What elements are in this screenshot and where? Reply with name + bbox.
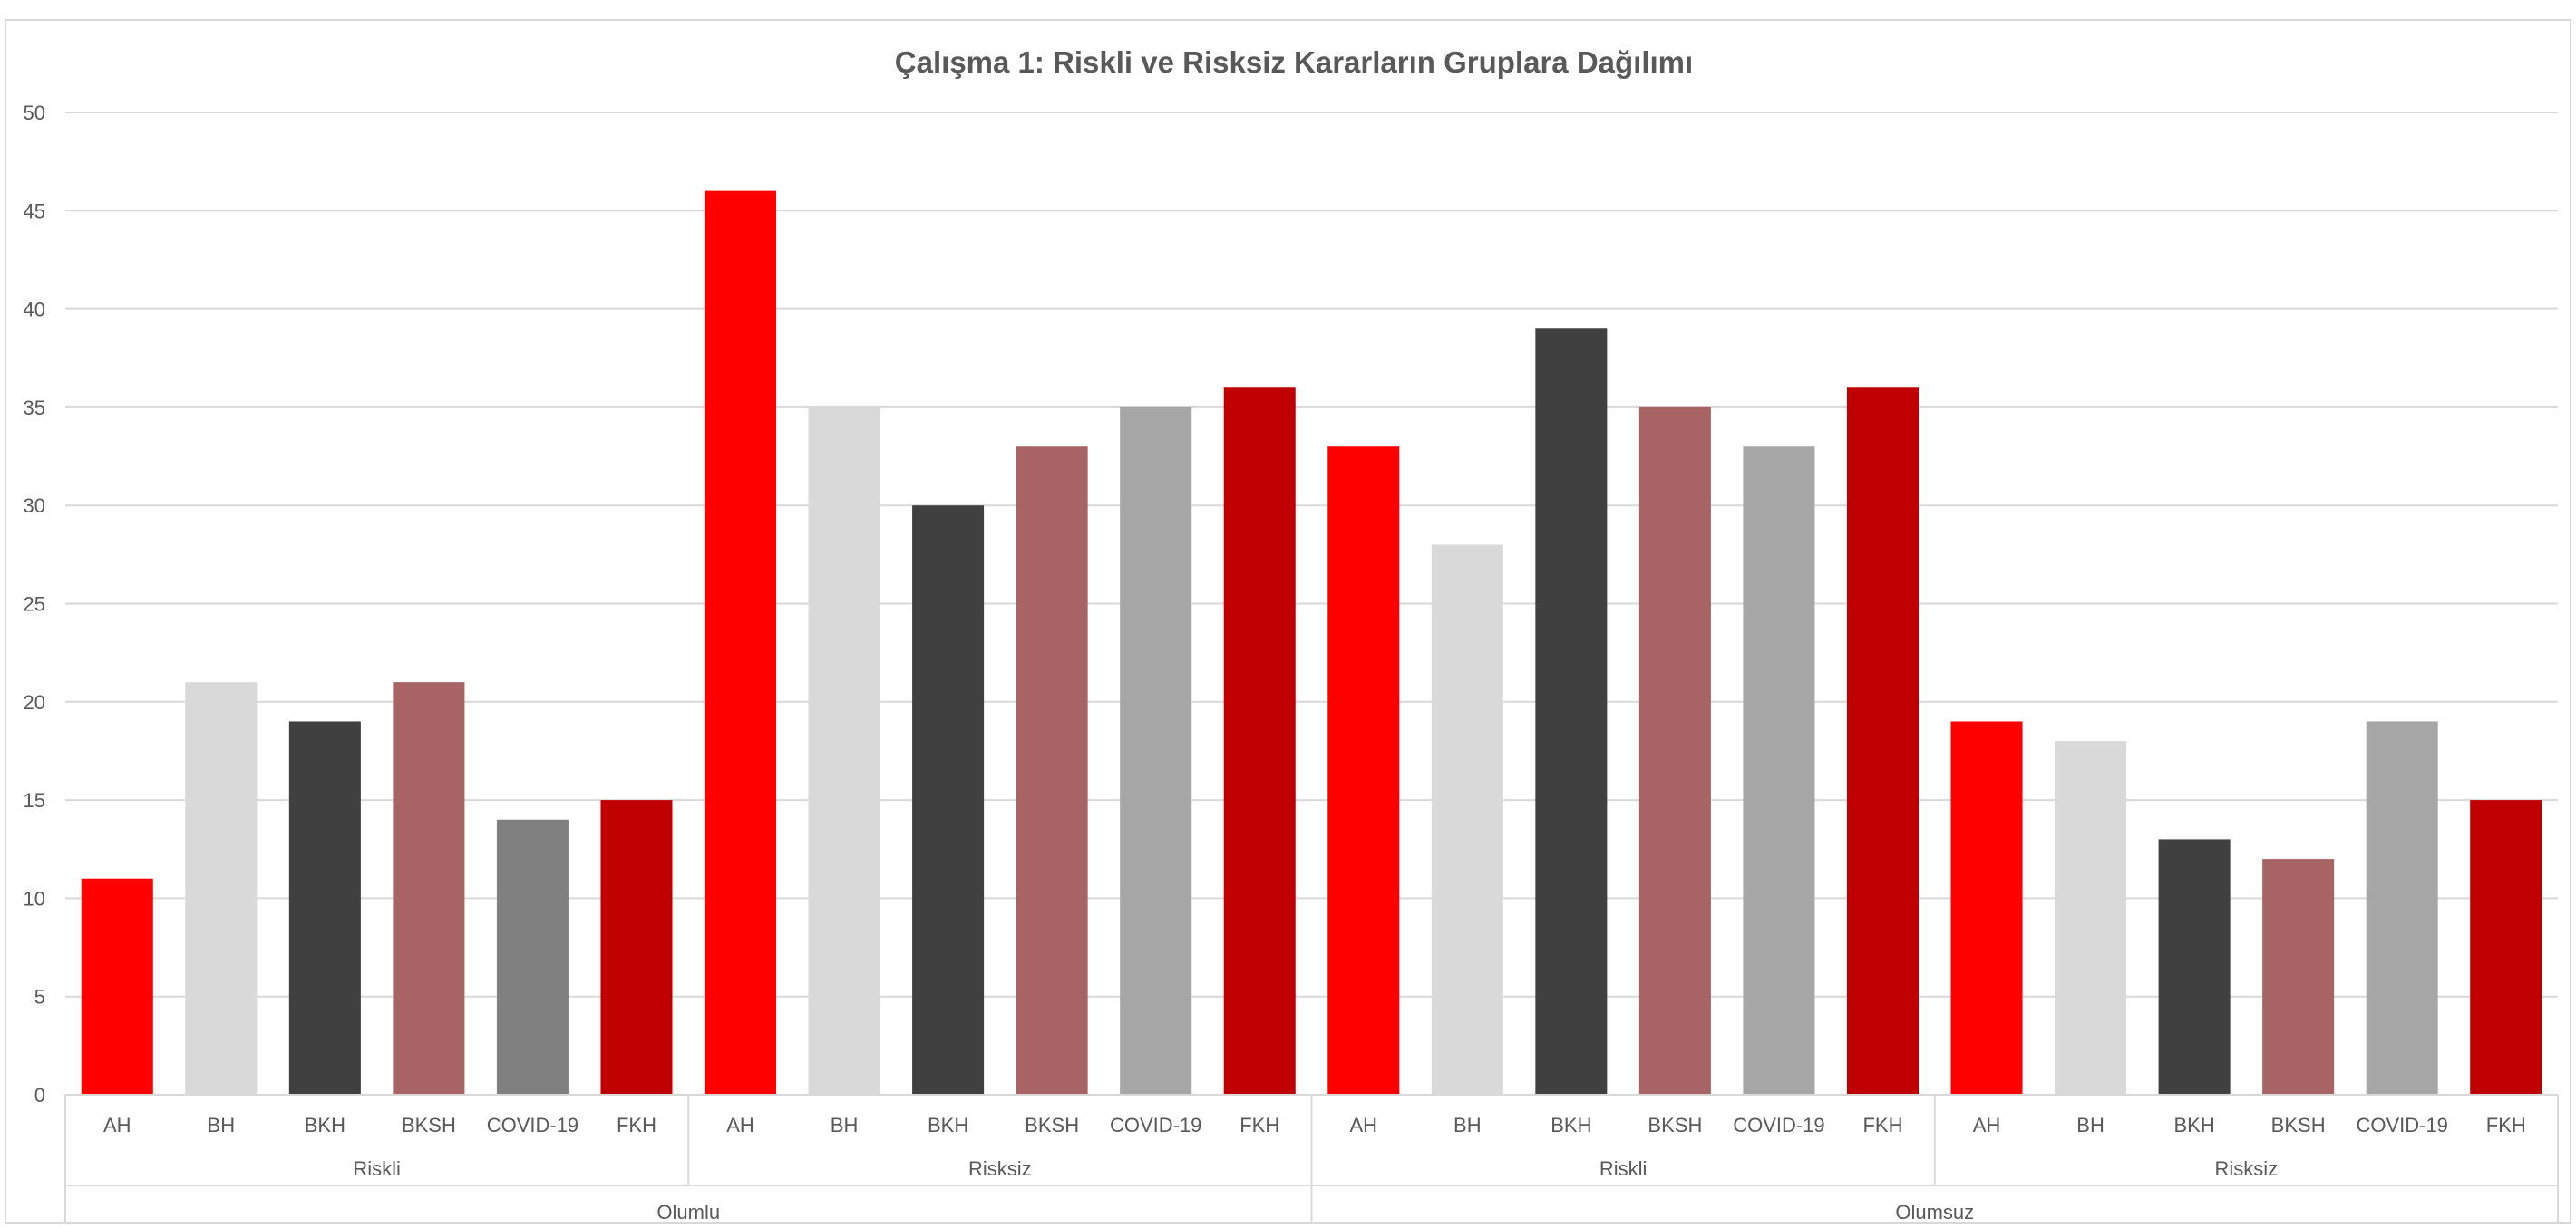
x-tick-label: AH	[726, 1114, 754, 1136]
x-tick-label: FKH	[2486, 1114, 2526, 1136]
outer-group-label: Olumsuz	[1895, 1201, 1974, 1224]
outer-group-label: Olumlu	[656, 1201, 720, 1224]
x-tick-label: COVID-19	[1733, 1114, 1824, 1136]
bar	[393, 682, 465, 1095]
x-tick-label: AH	[103, 1114, 131, 1136]
bars	[81, 190, 2542, 1096]
bar	[2366, 721, 2438, 1095]
y-tick-label: 5	[34, 986, 45, 1009]
x-tick-label: BKH	[305, 1114, 345, 1136]
y-tick-label: 15	[24, 789, 45, 812]
bar	[1950, 721, 2023, 1095]
bar	[2158, 839, 2231, 1095]
bar	[81, 878, 153, 1095]
x-tick-label: BH	[208, 1114, 236, 1136]
group-label: Riskli	[1599, 1157, 1648, 1180]
y-tick-label: 45	[24, 200, 45, 222]
y-tick-label: 25	[24, 593, 45, 616]
bar	[705, 190, 777, 1095]
x-tick-label: BKH	[2173, 1114, 2214, 1136]
x-tick-label: COVID-19	[2356, 1114, 2447, 1136]
y-tick-label: 20	[24, 691, 45, 714]
x-tick-label: BH	[831, 1114, 859, 1136]
bar	[2262, 859, 2335, 1095]
bar	[1846, 387, 1919, 1095]
bar	[1743, 446, 1815, 1096]
x-tick-label: AH	[1973, 1114, 2001, 1136]
y-tick-label: 0	[34, 1084, 45, 1107]
bar	[1638, 406, 1711, 1095]
y-tick-label: 35	[24, 396, 45, 419]
bar	[912, 505, 985, 1095]
group-label: Risksiz	[968, 1157, 1032, 1180]
x-tick-label: BKSH	[1025, 1114, 1079, 1136]
chart-title: Çalışma 1: Riskli ve Risksiz Kararların …	[895, 45, 1693, 79]
x-tick-label: BKSH	[402, 1114, 456, 1136]
bar	[1535, 328, 1608, 1095]
bar	[185, 682, 258, 1095]
y-tick-label: 40	[24, 298, 45, 321]
y-tick-label: 50	[24, 102, 45, 124]
x-tick-label: AH	[1349, 1114, 1377, 1136]
bar	[1223, 387, 1296, 1095]
bar	[1327, 446, 1400, 1096]
x-tick-label: BH	[2076, 1114, 2105, 1136]
x-tick-label: COVID-19	[1110, 1114, 1201, 1136]
x-tick-label: BKH	[928, 1114, 968, 1136]
bar	[2470, 800, 2542, 1095]
bar	[288, 721, 361, 1095]
y-axis-ticks: 0 5 10 15 20 25 30 35 40 45 50	[24, 102, 45, 1107]
x-tick-label: BKH	[1550, 1114, 1591, 1136]
x-tick-label: BH	[1453, 1114, 1482, 1136]
bar	[1016, 446, 1088, 1096]
category-axis: AH BH BKH BKSH COVID-19 FKH AH BH BKH BKSH COVID-1…	[64, 1094, 2559, 1224]
x-tick-label: FKH	[617, 1114, 656, 1136]
y-tick-label: 30	[24, 494, 45, 517]
x-tick-label: BKSH	[2271, 1114, 2326, 1136]
x-tick-label: FKH	[1862, 1114, 1902, 1136]
y-tick-label: 10	[24, 887, 45, 910]
bar	[1431, 544, 1503, 1095]
bar	[496, 819, 569, 1095]
bar	[808, 406, 880, 1095]
x-tick-label: FKH	[1239, 1114, 1279, 1136]
bar	[600, 800, 673, 1095]
group-label: Risksiz	[2215, 1157, 2279, 1180]
x-tick-label: COVID-19	[487, 1114, 578, 1136]
bar	[2055, 741, 2127, 1095]
bar	[1120, 406, 1192, 1095]
group-label: Riskli	[353, 1157, 401, 1180]
x-tick-label: BKSH	[1648, 1114, 1702, 1136]
